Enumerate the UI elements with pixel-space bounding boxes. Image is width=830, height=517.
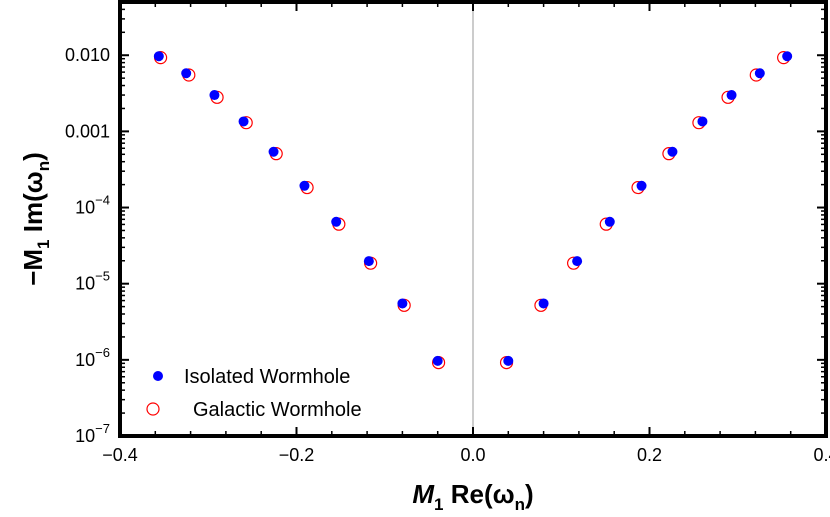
- point-isolated-wormhole: [726, 90, 737, 101]
- point-isolated-wormhole: [238, 116, 249, 127]
- legend-label-isolated: Isolated Wormhole: [184, 366, 350, 388]
- y-tick-label: 0.010: [65, 45, 110, 65]
- point-isolated-wormhole: [299, 180, 310, 191]
- x-tick-label: −0.2: [279, 445, 315, 465]
- x-axis-title: M1 Re(ωn): [412, 479, 533, 514]
- point-isolated-wormhole: [363, 256, 374, 267]
- point-isolated-wormhole: [572, 256, 583, 267]
- point-isolated-wormhole: [268, 146, 279, 157]
- y-tick-label: 10−7: [75, 421, 110, 446]
- point-isolated-wormhole: [538, 298, 549, 309]
- point-isolated-wormhole: [697, 116, 708, 127]
- point-isolated-wormhole: [153, 51, 164, 62]
- y-tick-label: 0.001: [65, 121, 110, 141]
- y-tick-label: 10−5: [75, 269, 110, 294]
- y-tick-label: 10−6: [75, 345, 110, 370]
- point-isolated-wormhole: [782, 51, 793, 62]
- point-isolated-wormhole: [209, 90, 220, 101]
- legend-label-galactic: Galactic Wormhole: [193, 399, 362, 421]
- x-tick-label: 0.0: [460, 445, 485, 465]
- x-tick-label: −0.4: [102, 445, 138, 465]
- x-tick-label: 0.2: [637, 445, 662, 465]
- x-tick-label: 0.4: [813, 445, 830, 465]
- point-isolated-wormhole: [754, 68, 765, 79]
- point-isolated-wormhole: [636, 180, 647, 191]
- legend: Isolated Wormhole Galactic Wormhole: [146, 366, 362, 421]
- point-isolated-wormhole: [181, 68, 192, 79]
- point-isolated-wormhole: [397, 298, 408, 309]
- point-isolated-wormhole: [503, 355, 514, 366]
- point-isolated-wormhole: [432, 355, 443, 366]
- y-tick-label: 10−4: [75, 193, 110, 218]
- point-isolated-wormhole: [667, 146, 678, 157]
- legend-marker-isolated: [153, 371, 163, 381]
- y-axis-title: −M1 Im(ωn): [18, 152, 53, 286]
- legend-marker-galactic: [146, 402, 160, 416]
- point-isolated-wormhole: [331, 216, 342, 227]
- point-isolated-wormhole: [604, 216, 615, 227]
